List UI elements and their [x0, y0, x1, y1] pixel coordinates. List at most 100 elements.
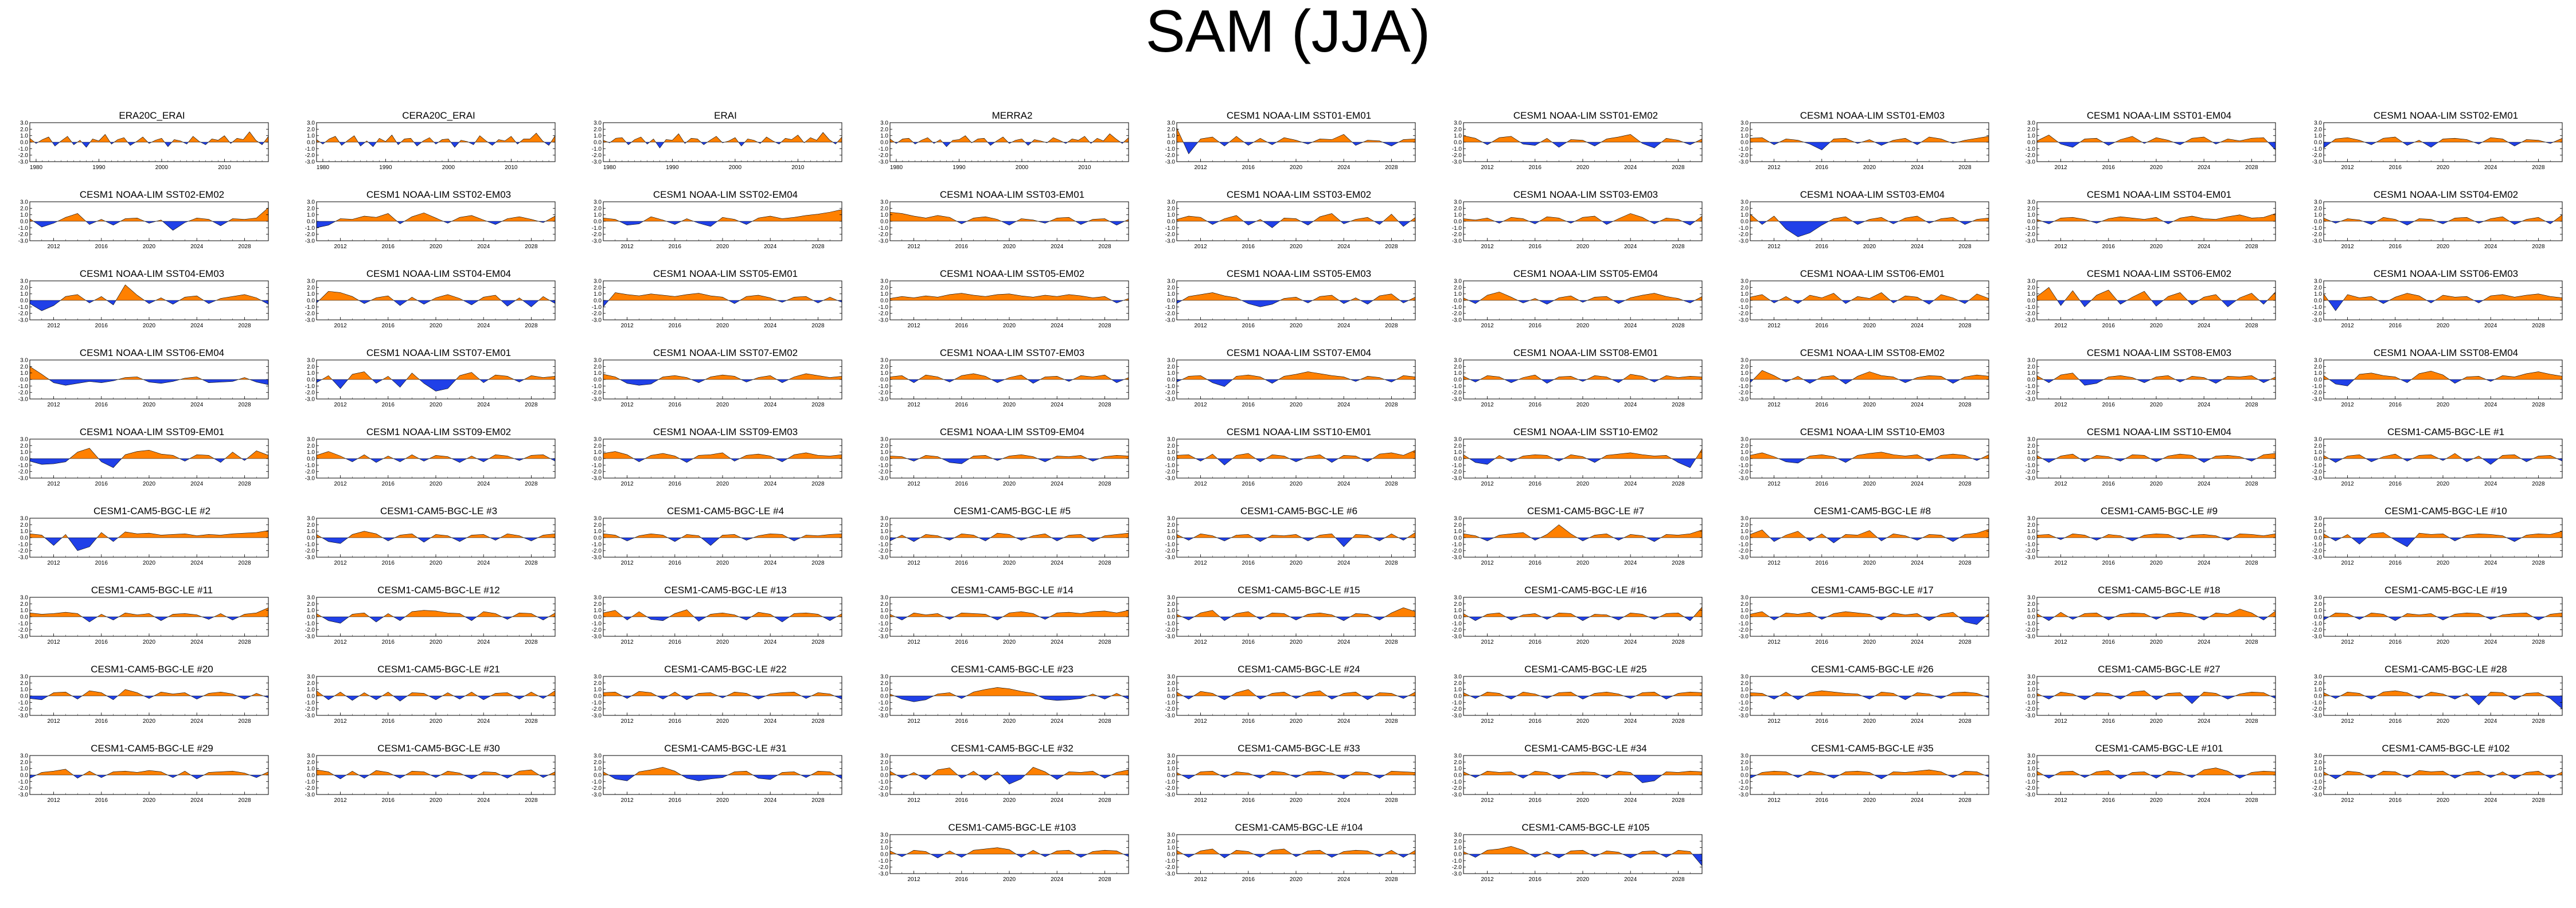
panel-title: CESM1-CAM5-BGC-LE #32 [951, 743, 1074, 754]
positive-area [1182, 292, 1415, 300]
y-tick-label: -3.0 [1452, 713, 1462, 719]
panel-chart: 3.02.01.00.0-1.0-2.0-3.0 2012 2016 2020 2024… [2312, 674, 2563, 725]
y-tick-label: 0.0 [1740, 456, 1748, 463]
panel-50: CESM1-CAM5-BGC-LE #7 3.0 2.0 1.0 0.0 -1.0 -2.0… [1445, 504, 1709, 584]
x-tick-label: 2028 [525, 244, 538, 250]
positive-area [2037, 768, 2276, 775]
panel-chart: 3.02.01.00.0-1.0-2.0-3.0 2012 2016 2020 2024… [2025, 437, 2276, 487]
panel-title: CESM1 NOAA-LIM SST10-EM03 [1800, 426, 1945, 437]
y-tick-label: -1.0 [1452, 383, 1462, 390]
negative-area [907, 459, 1100, 464]
panel-41: CESM1 NOAA-LIM SST10-EM02 3.0 2.0 1.0 0.0 -1.… [1445, 425, 1709, 504]
y-tick-label: -2.0 [18, 706, 29, 713]
y-tick-label: -1.0 [1165, 146, 1176, 152]
y-tick-label: -2.0 [1452, 152, 1462, 159]
y-tick-label: 1.0 [307, 212, 315, 218]
positive-area [1463, 449, 1702, 459]
positive-area [1750, 690, 1984, 696]
panel-title: ERA20C_ERAI [119, 110, 185, 121]
panel-54: CESM1-CAM5-BGC-LE #11 3.0 2.0 1.0 0.0 -1.0 -2.… [11, 584, 275, 663]
panel-chart: 3.02.01.00.0-1.0-2.0-3.0 2012 2016 2020 2024… [1165, 753, 1416, 804]
x-tick-label: 2020 [1863, 481, 1876, 487]
y-tick-label: 2.0 [1167, 522, 1175, 529]
x-tick-label: 2024 [1911, 481, 1924, 487]
y-tick-label: -2.0 [2025, 311, 2036, 317]
negative-area [896, 775, 1111, 784]
x-tick-label: 2012 [47, 481, 60, 487]
x-tick-label: 2024 [190, 639, 204, 645]
y-tick-label: 1.0 [2027, 608, 2035, 614]
y-tick-label: 3.0 [2314, 595, 2322, 601]
y-tick-label: 0.0 [2027, 219, 2035, 225]
series-line [2323, 136, 2563, 148]
x-tick-label: 2012 [1767, 718, 1781, 725]
y-tick-label: -1.0 [18, 779, 29, 785]
y-tick-label: 1.0 [2314, 766, 2322, 772]
y-tick-label: 0.0 [2314, 694, 2322, 700]
y-tick-label: 3.0 [594, 199, 602, 206]
x-tick-label: 2028 [2245, 481, 2258, 487]
panel-chart: 3.02.01.00.0-1.0-2.0-3.0 2012 2016 2020 2024… [305, 674, 556, 725]
x-tick-label: 2024 [1624, 402, 1637, 408]
y-tick-label: 1.0 [594, 449, 602, 456]
x-tick-label: 2012 [334, 481, 347, 487]
x-tick-label: 2016 [1816, 797, 1829, 804]
negative-area [30, 459, 247, 468]
y-tick-label: 2.0 [2027, 522, 2035, 529]
x-tick-label: 2012 [620, 481, 634, 487]
x-tick-label: 2024 [477, 718, 490, 725]
x-tick-label: 2016 [382, 639, 395, 645]
x-tick-label: 2024 [477, 244, 490, 250]
y-tick-label: 1.0 [2027, 766, 2035, 772]
y-tick-label: -1.0 [1165, 542, 1176, 548]
x-tick-label: 2012 [1194, 718, 1207, 725]
panel-title: CESM1 NOAA-LIM SST01-EM01 [1226, 110, 1372, 121]
x-tick-label: 2024 [2198, 323, 2211, 329]
y-tick-label: 1.0 [20, 529, 28, 535]
x-tick-label: 2012 [1481, 797, 1494, 804]
x-tick-label: 2016 [1242, 402, 1255, 408]
positive-area [1750, 292, 1989, 300]
x-tick-label: 2024 [190, 323, 204, 329]
y-tick-label: -2.0 [879, 390, 889, 396]
x-tick-label: 2020 [2437, 481, 2450, 487]
x-tick-label: 2016 [955, 323, 969, 329]
series-line [889, 767, 1129, 785]
x-tick-label: 2024 [2198, 639, 2211, 645]
x-tick-label: 2028 [811, 323, 825, 329]
x-tick-label: 2016 [1816, 718, 1829, 725]
panel-12: CESM1 NOAA-LIM SST03-EM01 3.0 2.0 1.0 0.0 -1.… [872, 188, 1135, 267]
x-tick-label: 2016 [1816, 560, 1829, 566]
negative-area [608, 775, 842, 781]
positive-area [1177, 532, 1415, 538]
panel-21: CESM1 NOAA-LIM SST05-EM02 3.0 2.0 1.0 0.0 -1.… [872, 267, 1135, 346]
panel-32: CESM1 NOAA-LIM SST08-EM01 3.0 2.0 1.0 0.0 -1.… [1445, 346, 1709, 425]
x-tick-label: 2024 [1624, 165, 1637, 171]
x-tick-label: 2012 [1767, 639, 1781, 645]
negative-area [317, 300, 555, 307]
x-tick-label: 2024 [764, 639, 777, 645]
negative-area [1183, 538, 1408, 547]
y-tick-label: 3.0 [2027, 595, 2035, 601]
y-tick-label: -3.0 [18, 476, 29, 482]
x-tick-label: 2020 [1003, 876, 1016, 883]
x-tick-label: 2024 [2484, 402, 2497, 408]
y-tick-label: 3.0 [20, 437, 28, 443]
x-tick-label: 2024 [1624, 718, 1637, 725]
positive-area [1463, 607, 1702, 617]
y-tick-label: 0.0 [2314, 456, 2322, 463]
x-tick-label: 2024 [764, 718, 777, 725]
panel-63: CESM1-CAM5-BGC-LE #20 3.0 2.0 1.0 0.0 -1.0 -2.… [11, 663, 275, 742]
y-tick-label: -2.0 [879, 469, 889, 475]
x-tick-label: 2024 [1051, 560, 1064, 566]
series-line [1463, 770, 1703, 783]
y-tick-label: -1.0 [18, 304, 29, 311]
y-tick-label: -1.0 [592, 621, 602, 627]
series-line [2036, 287, 2276, 307]
x-tick-label: 2020 [1290, 718, 1303, 725]
y-tick-label: -2.0 [18, 232, 29, 238]
panel-chart: 3.02.01.00.0-1.0-2.0-3.0 2012 2016 2020 2024… [879, 358, 1129, 408]
panel-0: ERA20C_ERAI 3.0 2.0 1.0 0.0 -1.0 -2.0 -3.0 1980 1… [11, 109, 275, 188]
series-line [316, 690, 556, 702]
x-tick-label: 2028 [811, 244, 825, 250]
